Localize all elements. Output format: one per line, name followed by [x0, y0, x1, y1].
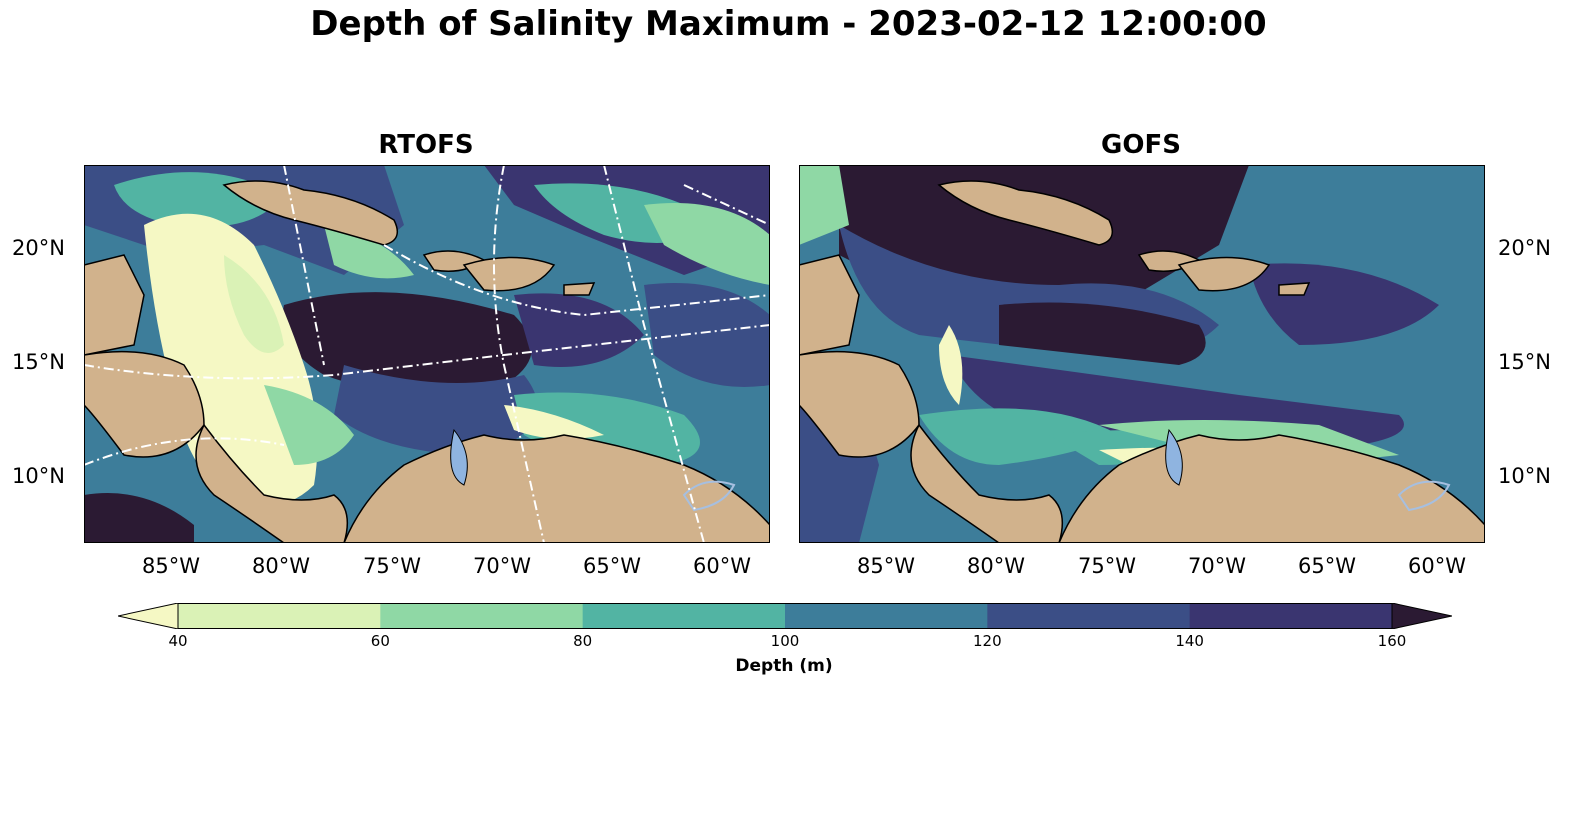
lon-tick-75w-left: 75°W: [363, 554, 421, 578]
colorbar-segment: [1189, 603, 1393, 629]
colorbar-segment: [582, 603, 786, 629]
lon-tick-70w-left: 70°W: [473, 554, 531, 578]
colorbar-tick-label: 80: [573, 632, 593, 650]
lat-tick-10n-right: 10°N: [1498, 464, 1551, 488]
lat-tick-20n-left: 20°N: [12, 236, 65, 260]
panel-title-rtofs: RTOFS: [378, 130, 474, 160]
colorbar-tick-label: 100: [770, 632, 800, 650]
lon-tick-85w-right: 85°W: [857, 554, 915, 578]
colorbar-tick-label: 120: [973, 632, 1002, 650]
colorbar-segment: [987, 603, 1191, 629]
lon-tick-85w-left: 85°W: [142, 554, 200, 578]
lon-tick-65w-left: 65°W: [583, 554, 641, 578]
colorbar-tick-label: 40: [168, 632, 188, 650]
colorbar-extend-max: [1391, 603, 1452, 629]
lon-tick-75w-right: 75°W: [1078, 554, 1136, 578]
lon-tick-80w-left: 80°W: [252, 554, 310, 578]
colorbar: [118, 603, 1452, 629]
lon-tick-65w-right: 65°W: [1298, 554, 1356, 578]
figure-title: Depth of Salinity Maximum - 2023-02-12 1…: [310, 4, 1267, 44]
lon-tick-80w-right: 80°W: [967, 554, 1025, 578]
lon-tick-60w-left: 60°W: [693, 554, 751, 578]
lat-tick-15n-left: 15°N: [12, 350, 65, 374]
lon-tick-70w-right: 70°W: [1188, 554, 1246, 578]
colorbar-segment: [178, 603, 381, 629]
colorbar-tick-label: 60: [370, 632, 390, 650]
colorbar-outline: [177, 603, 1393, 629]
lat-tick-20n-right: 20°N: [1498, 236, 1551, 260]
lon-tick-60w-right: 60°W: [1408, 554, 1466, 578]
panel-title-gofs: GOFS: [1101, 130, 1181, 160]
colorbar-tick-label: 160: [1377, 632, 1407, 650]
colorbar-tick-label: 180: [1564, 632, 1577, 650]
colorbar-segment: [785, 603, 988, 629]
lat-tick-10n-left: 10°N: [12, 464, 65, 488]
colorbar-extend-min: [118, 603, 179, 629]
map-gofs: [799, 165, 1485, 543]
lat-tick-15n-right: 15°N: [1498, 350, 1551, 374]
colorbar-label: Depth (m): [735, 656, 833, 676]
colorbar-segment: [380, 603, 584, 629]
map-rtofs: [84, 165, 770, 543]
colorbar-tick-label: 140: [1175, 632, 1204, 650]
